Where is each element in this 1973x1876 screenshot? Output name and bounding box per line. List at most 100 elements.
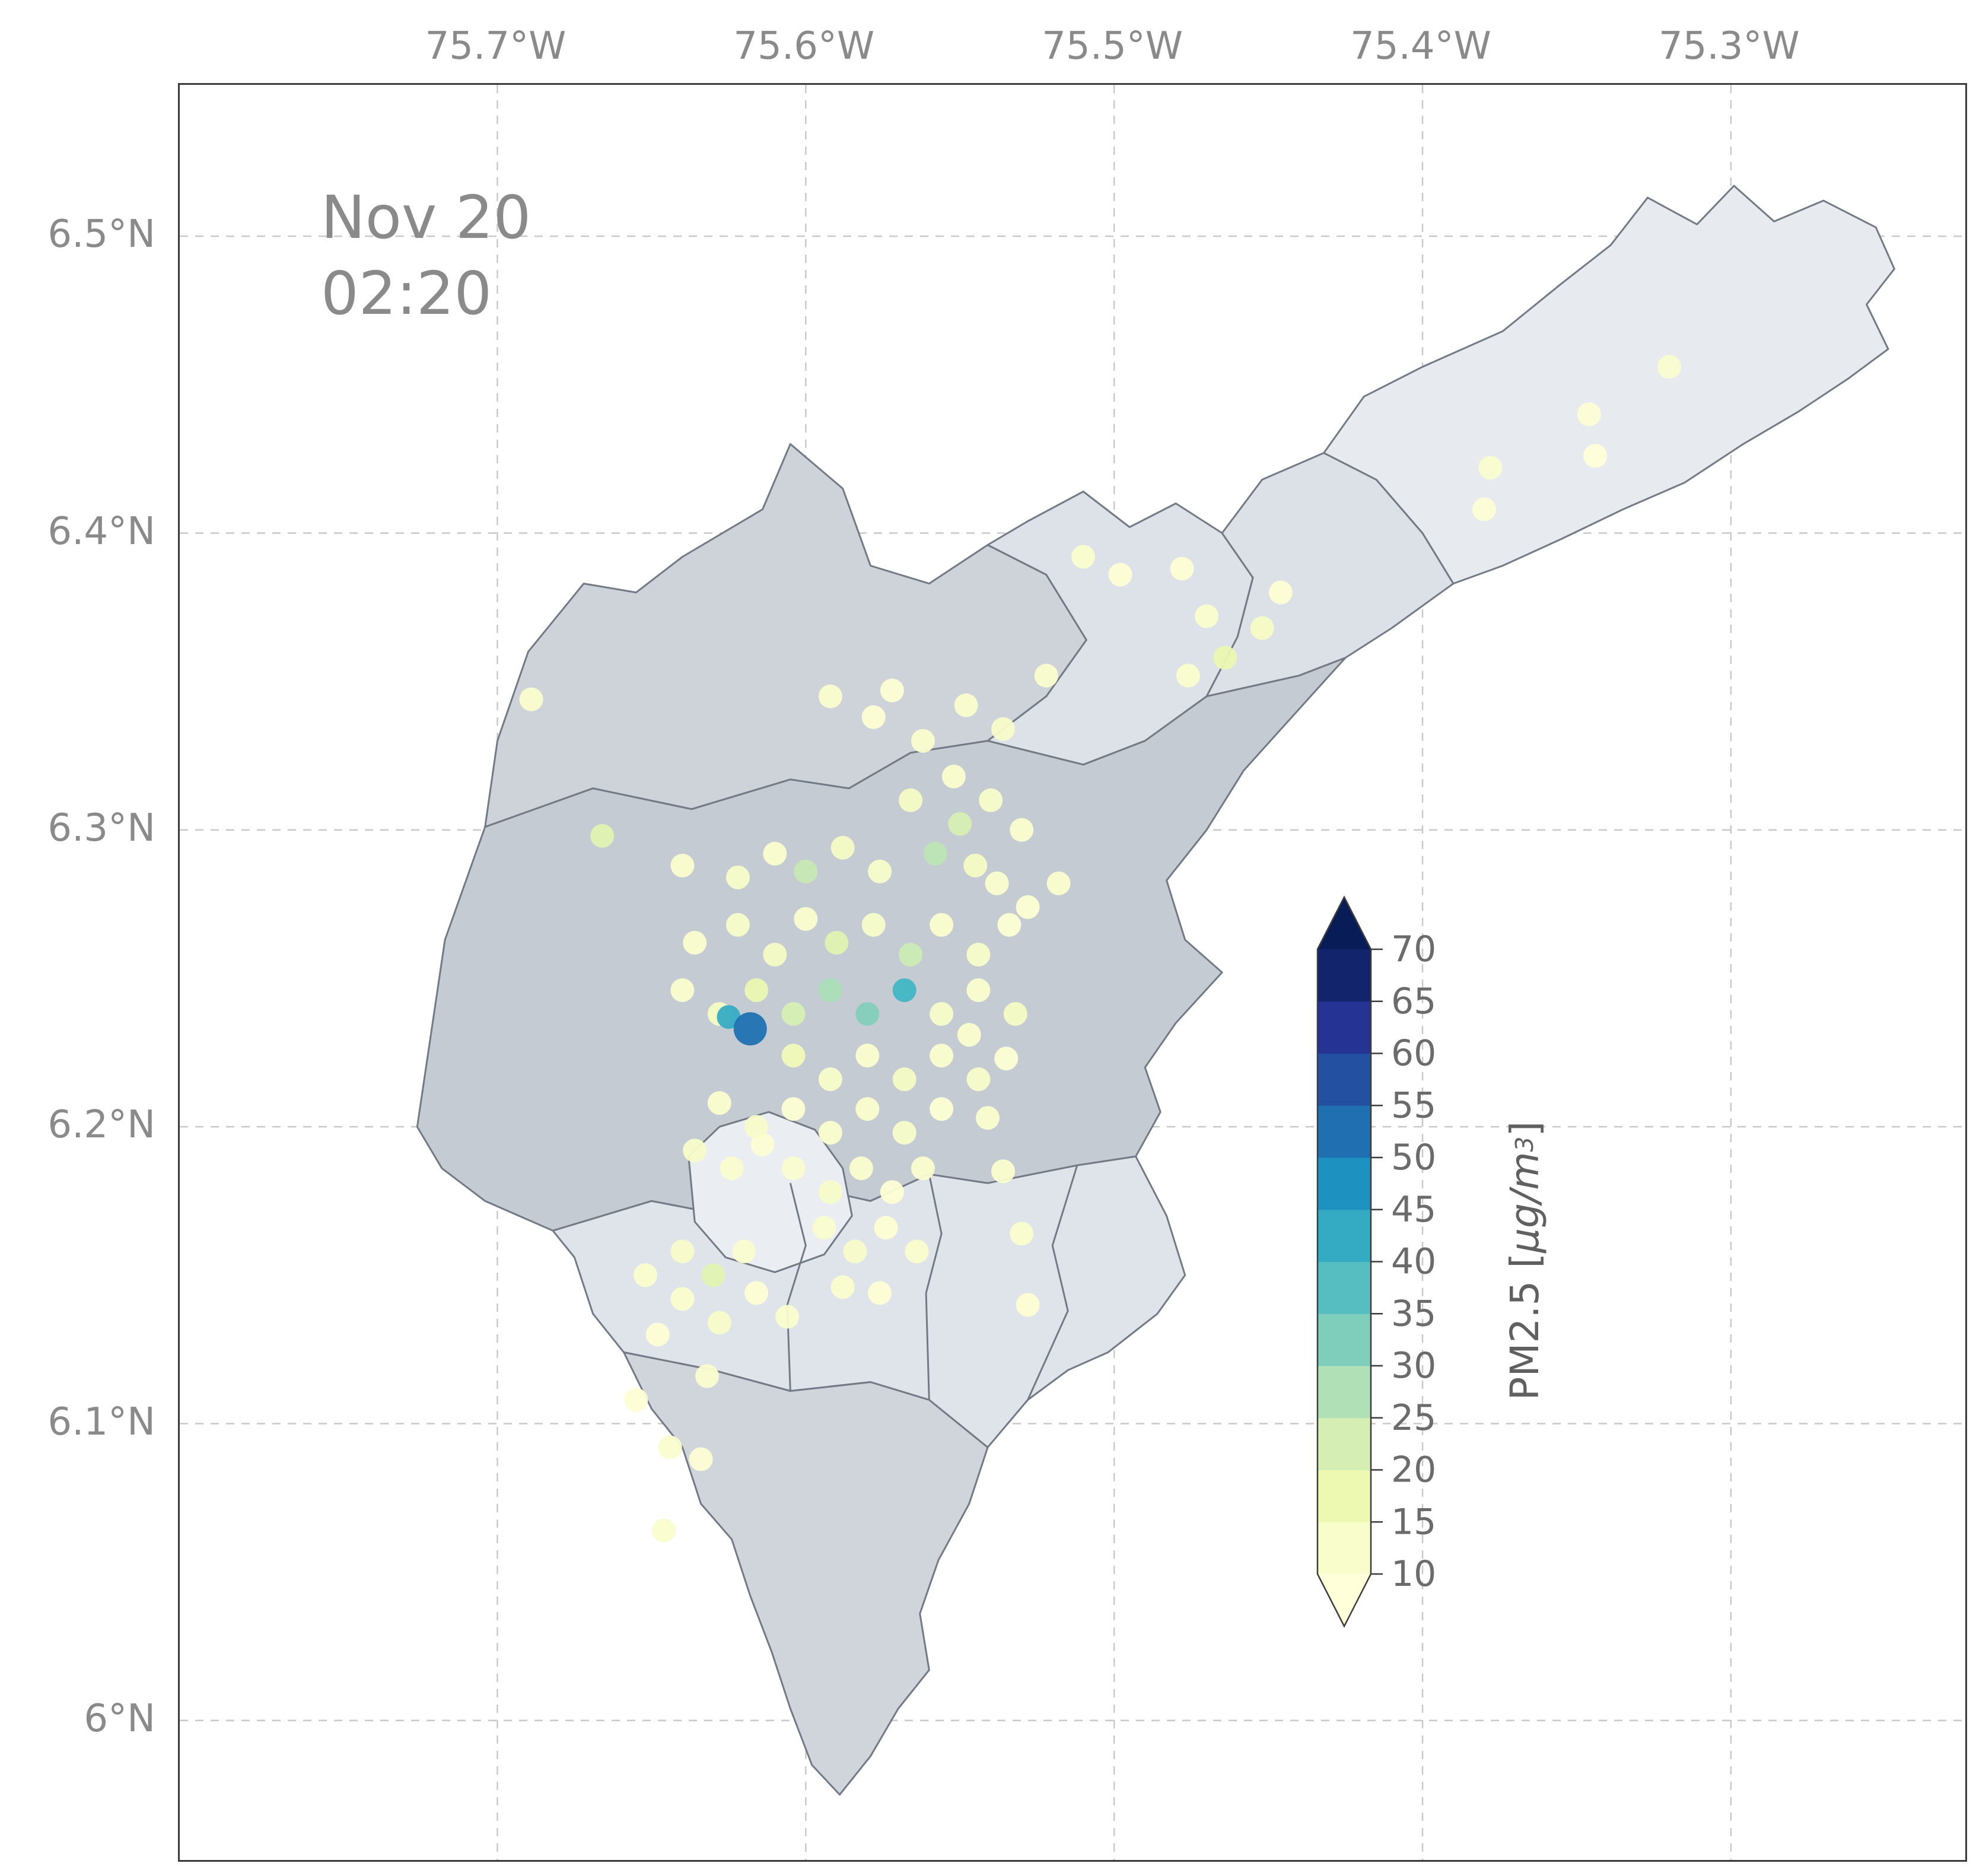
station-dot [930, 1002, 954, 1026]
station-dot [763, 943, 787, 966]
colorbar-segment [1318, 1313, 1371, 1366]
station-dot [899, 788, 923, 812]
station-dot [670, 1287, 695, 1311]
station-dot [911, 1156, 935, 1181]
x-tick-label: 75.4°W [1350, 24, 1491, 68]
station-dot [794, 907, 818, 931]
station-dot [985, 871, 1009, 895]
station-dot [855, 1097, 880, 1121]
station-dot [892, 1121, 917, 1145]
municipal-border [1027, 1165, 1078, 1401]
station-dot [1046, 871, 1071, 895]
colorbar-tick-label: 50 [1391, 1137, 1436, 1178]
station-dot [1108, 562, 1132, 587]
station-dot [670, 1239, 695, 1264]
station-dot [725, 865, 750, 889]
station-dot [1010, 1222, 1034, 1246]
station-dot [1071, 545, 1096, 569]
station-dot [1478, 456, 1503, 480]
colorbar-segment [1318, 1417, 1371, 1470]
station-dot [930, 1044, 954, 1068]
station-dot [825, 931, 849, 955]
station-dot [590, 823, 615, 848]
colorbar-tick-label: 65 [1391, 981, 1436, 1022]
station-dot [519, 687, 543, 711]
municipal-border [925, 1174, 943, 1400]
colorbar-segment [1318, 949, 1371, 1002]
plot-area: Nov 20 02:20 [178, 83, 1967, 1862]
colorbar-under-arrow [1318, 1574, 1371, 1626]
station-dot [954, 693, 978, 717]
station-dot [830, 1275, 855, 1299]
y-tick-label: 6.1°N [47, 1400, 155, 1444]
station-dot [624, 1388, 648, 1412]
station-dot [818, 978, 842, 1002]
timestamp-date: Nov 20 [321, 183, 532, 252]
x-tick-label: 75.5°W [1042, 24, 1183, 68]
station-dot [997, 912, 1021, 937]
station-dot [1010, 818, 1034, 842]
station-dot [812, 1216, 836, 1240]
colorbar-segment [1318, 1470, 1371, 1522]
station-dot [744, 1281, 769, 1305]
station-dot [732, 1239, 756, 1264]
colorbar-label-exponent: 3 [1510, 1136, 1539, 1152]
map-borders-layer [786, 1165, 1078, 1401]
station-dot [1016, 1293, 1040, 1317]
station-dot [634, 1263, 657, 1287]
colorbar-over-arrow [1318, 897, 1371, 949]
colorbar-tick-label: 70 [1391, 929, 1436, 970]
colorbar-segment [1318, 1365, 1371, 1419]
station-dot [695, 1364, 719, 1388]
station-dot [794, 859, 818, 883]
y-tick-label: 6°N [84, 1696, 155, 1741]
station-dot [874, 1216, 898, 1240]
colorbar-scale: 10 15 20 25 30 35 40 45 50 55 60 65 70 [1316, 895, 1436, 1628]
colorbar-segment [1318, 1053, 1371, 1106]
station-dot [1472, 497, 1496, 522]
station-dot [1577, 402, 1601, 427]
station-dot [880, 678, 904, 702]
station-dot [1170, 557, 1194, 581]
station-dot [683, 1139, 707, 1163]
station-dot [911, 729, 935, 753]
station-dot [941, 764, 966, 788]
colorbar-label-prefix: PM2.5 [ [1501, 1252, 1548, 1401]
station-dot [957, 1023, 981, 1047]
station-dot [979, 788, 1003, 812]
station-dot [1213, 646, 1237, 670]
station-dot [781, 1044, 806, 1068]
station-dot [670, 978, 695, 1002]
station-dot [701, 1263, 725, 1287]
station-dot [1250, 616, 1274, 640]
station-dot [868, 859, 892, 883]
station-dot [781, 1156, 806, 1181]
station-dot [1003, 1002, 1027, 1026]
station-dot [855, 1044, 880, 1068]
station-dot [923, 841, 947, 866]
station-dot [991, 1159, 1015, 1184]
colorbar-segment [1318, 1001, 1371, 1054]
station-dot [880, 1180, 904, 1204]
station-dot [670, 853, 695, 877]
station-dot [750, 1133, 775, 1157]
y-tick-label: 6.4°N [47, 509, 155, 554]
station-dot [1016, 895, 1040, 919]
station-dot [976, 1106, 1000, 1130]
station-dot [707, 1311, 731, 1335]
x-tick-label: 75.6°W [733, 24, 875, 68]
station-dot [861, 912, 886, 937]
colorbar-tick-label: 10 [1391, 1553, 1436, 1595]
region-barbosa [1323, 185, 1895, 585]
colorbar-tick-label: 60 [1391, 1033, 1436, 1074]
station-dot [717, 1005, 741, 1029]
station-dot [744, 978, 769, 1002]
station-dot [966, 943, 991, 966]
station-dot [683, 931, 707, 955]
y-tick-label: 6.5°N [47, 212, 155, 257]
timestamp-time: 02:20 [321, 259, 492, 328]
map-canvas [180, 85, 1965, 1860]
station-dot [818, 684, 842, 708]
station-dot [689, 1447, 713, 1471]
station-dot [991, 717, 1015, 741]
